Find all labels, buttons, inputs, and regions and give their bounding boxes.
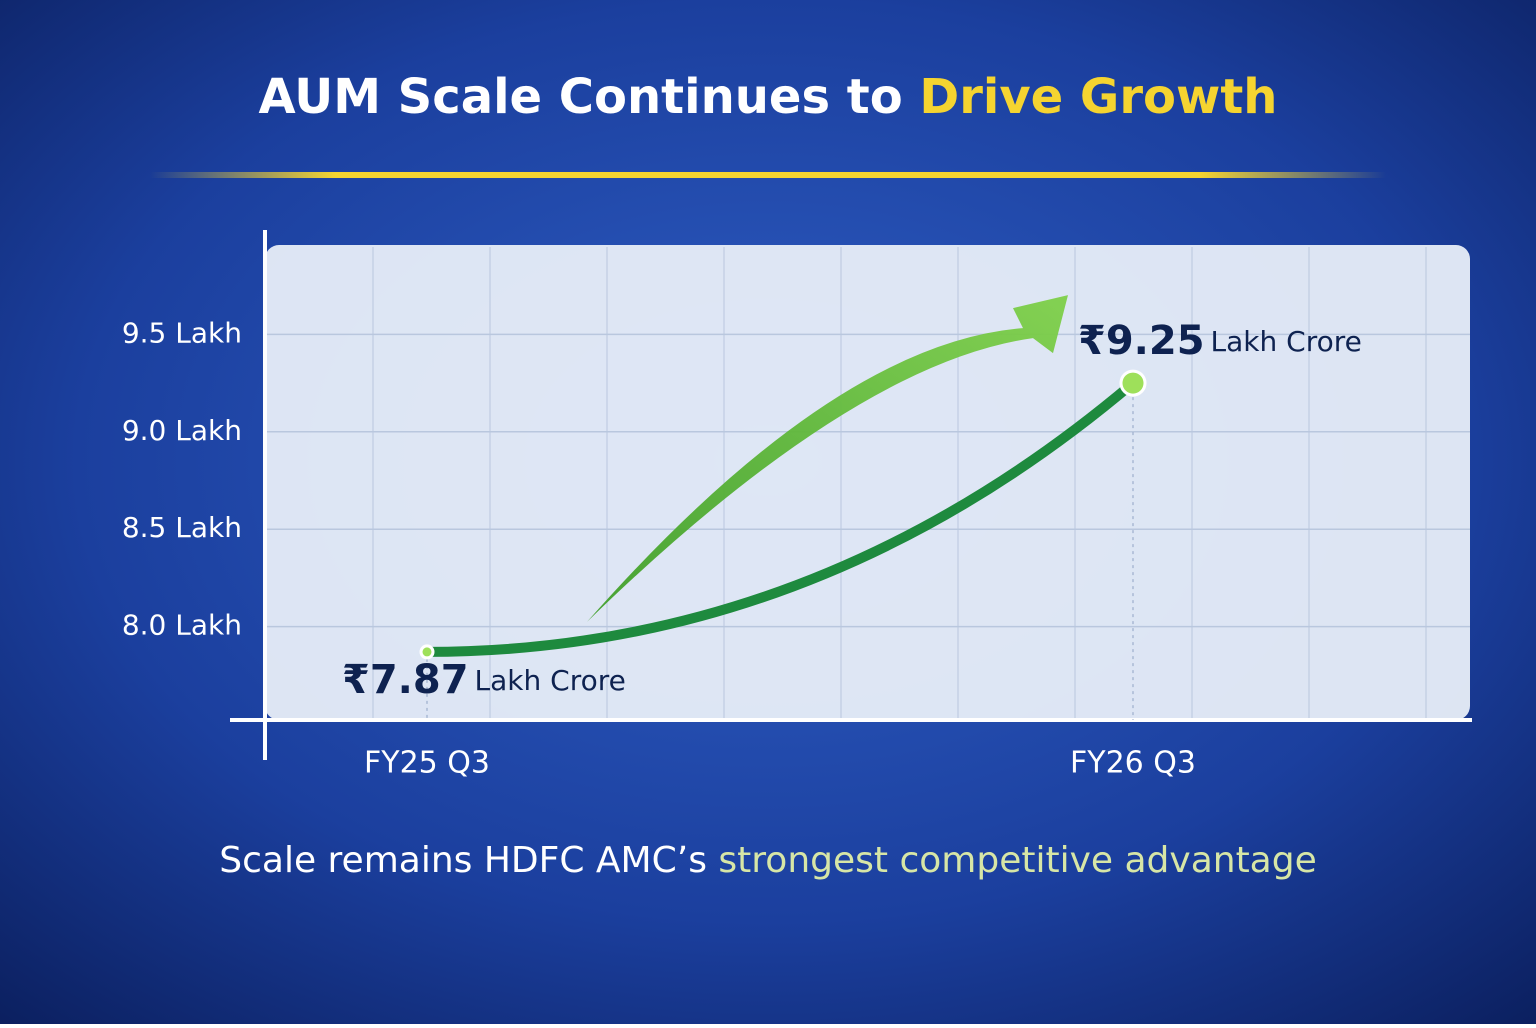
value-label: ₹7.87 Lakh Crore (342, 657, 626, 703)
value-unit: Lakh Crore (1211, 325, 1362, 358)
title-text: AUM Scale Continues to (259, 69, 903, 125)
x-tick-label: FY26 Q3 (1070, 746, 1196, 781)
data-point (1119, 369, 1147, 397)
plot-panel (265, 245, 1470, 720)
title-rule (150, 172, 1386, 178)
chart-subtitle: Scale remains HDFC AMC’s strongest compe… (219, 840, 1317, 881)
x-tick-label: FY25 Q3 (364, 746, 490, 781)
title-highlight: Drive Growth (919, 69, 1277, 125)
data-point (419, 644, 435, 660)
data-line (422, 378, 1138, 657)
plot-layer: 8.0 Lakh 8.5 Lakh 9.0 Lakh 9.5 Lakh FY25 Q3 F… (122, 295, 1362, 781)
subtitle-text: Scale remains HDFC AMC’s (219, 840, 707, 881)
value-number: ₹9.25 (1078, 318, 1205, 364)
vertical-grid (265, 247, 1470, 718)
value-number: ₹7.87 (342, 657, 469, 703)
y-tick-label: 8.0 Lakh (122, 609, 242, 642)
value-unit: Lakh Crore (475, 664, 626, 697)
y-tick-label: 8.5 Lakh (122, 511, 242, 544)
chart-title: AUM Scale Continues to Drive Growth (259, 69, 1278, 125)
y-tick-label: 9.5 Lakh (122, 316, 242, 349)
subtitle-highlight: strongest competitive advantage (718, 840, 1316, 881)
y-tick-label: 9.0 Lakh (122, 414, 242, 447)
value-label: ₹9.25 Lakh Crore (1078, 318, 1362, 364)
